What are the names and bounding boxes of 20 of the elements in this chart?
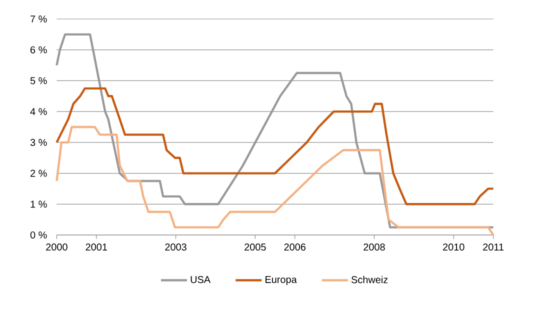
y-tick-label: 3 %	[30, 138, 47, 146]
legend-label: Schweiz	[351, 276, 388, 284]
x-tick-label: 2000	[46, 244, 68, 251]
x-tick-label: 2011	[483, 244, 504, 251]
y-tick-label: 1 %	[30, 200, 47, 208]
y-tick-label: 4 %	[30, 108, 47, 116]
x-tick-label: 2003	[165, 244, 186, 251]
y-tick-label: 7 %	[30, 16, 47, 22]
y-tick-label: 5 %	[30, 77, 47, 84]
x-tick-label: 2005	[244, 244, 266, 251]
y-tick-label: 2 %	[30, 170, 47, 177]
x-tick-label: 2010	[443, 244, 464, 251]
line-series	[56, 87, 494, 206]
x-tick-label: 2008	[364, 244, 385, 251]
y-tick-label: 6 %	[30, 46, 47, 54]
x-tick-label: 2001	[86, 244, 107, 251]
y-tick-label: 0 %	[30, 231, 47, 239]
legend-label: USA	[190, 276, 211, 284]
x-tick-label: 2006	[284, 244, 306, 251]
legend-label: Europa	[266, 276, 297, 285]
